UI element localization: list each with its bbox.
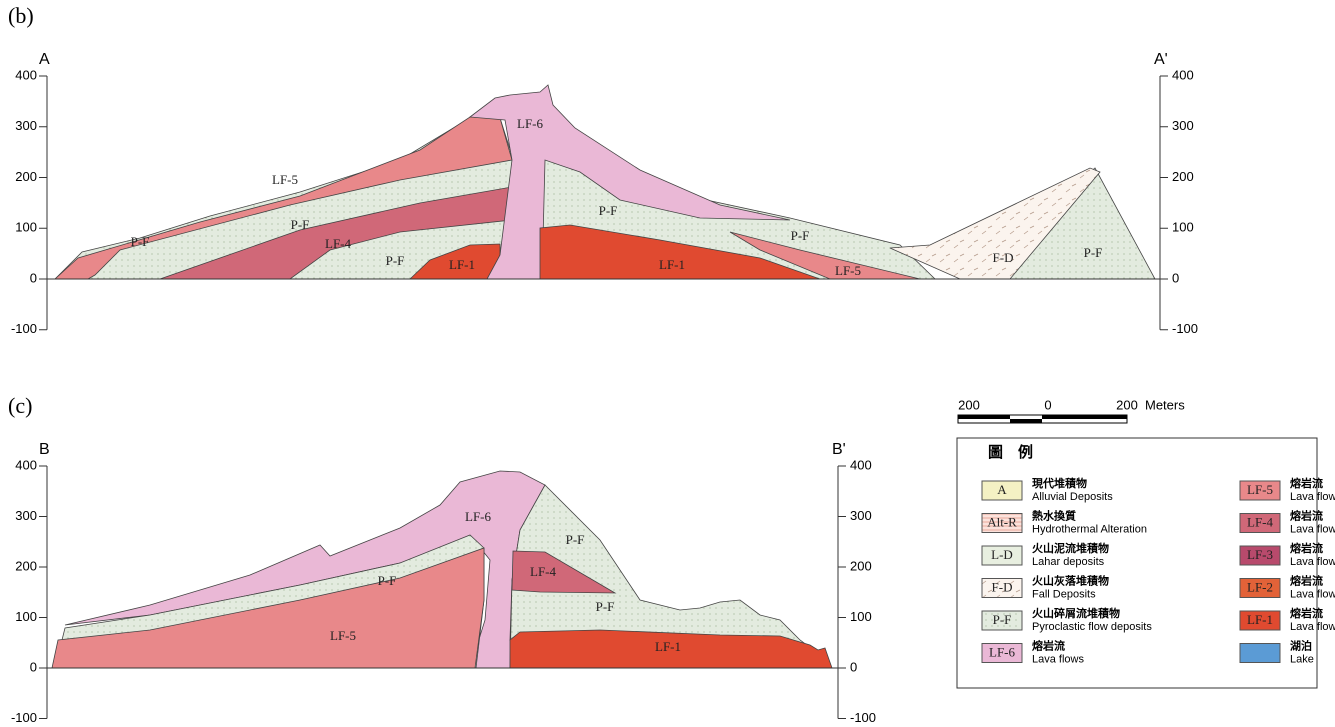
unit-label: P-F xyxy=(599,203,618,218)
unit-label: P-F xyxy=(791,228,810,243)
scale-label: 200 xyxy=(1116,397,1138,412)
scale-label: 0 xyxy=(1044,397,1051,412)
unit-label: F-D xyxy=(993,250,1014,265)
unit-label: LF-4 xyxy=(530,564,557,579)
unit-label: LF-1 xyxy=(655,639,681,654)
unit-label: LF-1 xyxy=(449,257,475,272)
legend-code: LF-5 xyxy=(1247,482,1273,497)
section-end-label: B xyxy=(39,441,50,458)
y-tick-label: -100 xyxy=(1172,321,1198,336)
legend-zh: 湖泊 xyxy=(1290,638,1312,652)
y-tick-label: 0 xyxy=(30,659,37,674)
unit-label: P-F xyxy=(566,532,585,547)
legend-zh: 熔岩流 xyxy=(1290,476,1323,490)
legend-en: Lava flows xyxy=(1290,556,1335,568)
legend-zh: 熔岩流 xyxy=(1290,541,1323,555)
legend-zh: 火山碎屑流堆積物 xyxy=(1032,606,1120,620)
legend-zh: 熔岩流 xyxy=(1290,508,1323,522)
legend-zh: 熱水換質 xyxy=(1032,508,1076,522)
section-c: LF-6 P-F LF-5 P-F LF-4 P-F LF-1 xyxy=(47,471,838,668)
y-tick-label: 100 xyxy=(1172,220,1194,235)
y-tick-label: 300 xyxy=(850,508,872,523)
y-tick-label: 0 xyxy=(850,659,857,674)
y-tick-label: 400 xyxy=(1172,67,1194,82)
legend-zh: 熔岩流 xyxy=(1290,606,1323,620)
legend-en: Lava flows xyxy=(1290,491,1335,503)
legend-code: LF-4 xyxy=(1247,514,1274,529)
y-tick-label: 100 xyxy=(15,609,37,624)
y-tick-label: 400 xyxy=(15,67,37,82)
unit-label: P-F xyxy=(378,573,397,588)
legend-code: P-F xyxy=(993,612,1012,627)
section-end-label: A' xyxy=(1154,51,1168,68)
y-tick-label: -100 xyxy=(11,321,37,336)
y-tick-label: 400 xyxy=(850,457,872,472)
unit-label: P-F xyxy=(291,217,310,232)
legend-en: Hydrothermal Alteration xyxy=(1032,523,1147,535)
y-tick-label: 0 xyxy=(30,270,37,285)
y-tick-label: -100 xyxy=(11,710,37,725)
y-tick-label: -100 xyxy=(850,710,876,725)
y-tick-label: 400 xyxy=(15,457,37,472)
y-tick-label: 300 xyxy=(15,508,37,523)
legend-swatch xyxy=(1240,644,1280,663)
legend-code: LF-6 xyxy=(989,644,1016,659)
legend-zh: 現代堆積物 xyxy=(1032,476,1087,490)
unit-label: P-F xyxy=(131,234,150,249)
legend-en: Lahar deposits xyxy=(1032,556,1105,568)
unit-label: LF-5 xyxy=(272,172,298,187)
scale-label: Meters xyxy=(1145,397,1185,412)
legend-en: Lava flows xyxy=(1290,523,1335,535)
legend-en: Lava flows xyxy=(1290,621,1335,633)
unit-label: LF-5 xyxy=(835,263,861,278)
legend-code: F-D xyxy=(992,579,1013,594)
section-b: LF-6 LF-5 P-F P-F LF-4 P-F LF-1 P-F LF-1… xyxy=(47,85,1160,279)
cross-sections: LF-6 LF-5 P-F P-F LF-4 P-F LF-1 P-F LF-1… xyxy=(0,0,1335,727)
legend-code: LF-2 xyxy=(1247,579,1273,594)
unit-label: LF-6 xyxy=(465,509,492,524)
y-tick-label: 0 xyxy=(1172,270,1179,285)
y-tick-label: 100 xyxy=(850,609,872,624)
section-end-label: B' xyxy=(832,441,846,458)
legend-en: Alluvial Deposits xyxy=(1032,491,1113,503)
legend-en: Lake xyxy=(1290,653,1314,665)
scale-bar: 200 0 200 Meters xyxy=(958,397,1185,423)
legend-en: Lava flows xyxy=(1032,653,1084,665)
unit-label: LF-4 xyxy=(325,236,352,251)
unit-label: LF-5 xyxy=(330,628,356,643)
legend-title: 圖 例 xyxy=(988,443,1033,461)
legend-zh: 熔岩流 xyxy=(1032,638,1065,652)
y-tick-label: 100 xyxy=(15,220,37,235)
y-tick-label: 300 xyxy=(15,118,37,133)
legend-en: Fall Deposits xyxy=(1032,588,1096,600)
section-end-label: A xyxy=(39,51,50,68)
y-tick-label: 300 xyxy=(1172,118,1194,133)
panel-label: (c) xyxy=(8,393,32,418)
legend-code: LF-1 xyxy=(1247,612,1273,627)
unit-label: P-F xyxy=(1084,245,1103,260)
legend-code: L-D xyxy=(991,547,1013,562)
legend-code: Alt-R xyxy=(987,514,1017,529)
legend-code: LF-3 xyxy=(1247,547,1273,562)
unit-label: P-F xyxy=(596,599,615,614)
legend-zh: 熔岩流 xyxy=(1290,573,1323,587)
legend-zh: 火山泥流堆積物 xyxy=(1032,541,1109,555)
legend-code: A xyxy=(997,482,1007,497)
legend-zh: 火山灰落堆積物 xyxy=(1032,573,1109,587)
panel-label: (b) xyxy=(8,3,34,28)
y-tick-label: 200 xyxy=(1172,169,1194,184)
y-tick-label: 200 xyxy=(850,558,872,573)
legend-en: Pyroclastic flow deposits xyxy=(1032,621,1152,633)
legend-en: Lava flows xyxy=(1290,588,1335,600)
y-tick-label: 200 xyxy=(15,558,37,573)
scale-label: 200 xyxy=(958,397,980,412)
y-tick-label: 200 xyxy=(15,169,37,184)
unit-label: LF-6 xyxy=(517,116,544,131)
unit-label: P-F xyxy=(386,253,405,268)
unit-label: LF-1 xyxy=(659,257,685,272)
